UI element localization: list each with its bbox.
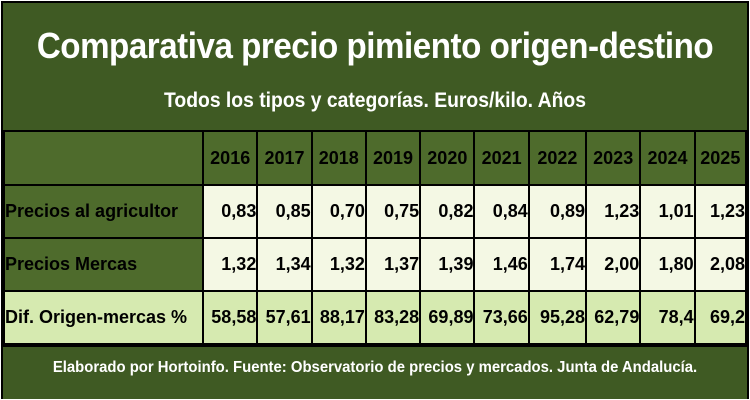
value-cell-2017: 1,34	[256, 237, 313, 292]
year-header-2023: 2023	[585, 130, 642, 186]
value-cell-2024: 1,80	[639, 237, 696, 292]
value-cell-2022: 1,74	[527, 237, 588, 292]
row-precios-mercas: Precios Mercas 1,32 1,34 1,32 1,37 1,39 1,46 1,…	[2, 237, 748, 292]
value-cell-2017: 0,85	[256, 184, 313, 239]
value-cell-2021: 73,66	[473, 290, 530, 345]
year-header-2017: 2017	[256, 130, 313, 186]
source-text: Elaborado por Hortoinfo. Fuente: Observa…	[52, 359, 698, 376]
value-cell-2021: 1,46	[473, 237, 530, 292]
table-title: Comparativa precio pimiento origen-desti…	[36, 25, 714, 66]
value-cell-2025: 2,08	[693, 237, 748, 292]
value-cell-2016: 0,83	[202, 184, 259, 239]
table-subtitle: Todos los tipos y categorías. Euros/kilo…	[164, 89, 586, 112]
value-cell-2025: 69,2	[693, 290, 748, 345]
value-cell-2020: 0,82	[419, 184, 476, 239]
source-footer: Elaborado por Hortoinfo. Fuente: Observa…	[3, 345, 747, 399]
value-cell-2019: 83,28	[364, 290, 422, 345]
value-cell-2022: 0,89	[527, 184, 588, 239]
value-cell-2020: 69,89	[419, 290, 476, 345]
value-cell-2019: 1,37	[364, 237, 422, 292]
year-header-2022: 2022	[527, 130, 588, 186]
year-header-2016: 2016	[202, 130, 259, 186]
value-cell-2020: 1,39	[419, 237, 476, 292]
year-header-2021: 2021	[473, 130, 530, 186]
value-cell-2019: 0,75	[364, 184, 422, 239]
row-label: Precios Mercas	[2, 237, 205, 292]
row-precios-agricultor: Precios al agricultor 0,83 0,85 0,70 0,75 0,8…	[2, 184, 748, 239]
value-cell-2017: 57,61	[256, 290, 313, 345]
value-cell-2021: 0,84	[473, 184, 530, 239]
row-dif-origen-mercas: Dif. Origen-mercas % 58,58 57,61 88,17 83,28…	[2, 290, 748, 345]
header-corner-cell	[2, 130, 205, 186]
row-label: Precios al agricultor	[2, 184, 205, 239]
year-header-2024: 2024	[639, 130, 696, 186]
value-cell-2016: 58,58	[202, 290, 259, 345]
year-header-2020: 2020	[419, 130, 476, 186]
year-header-2019: 2019	[364, 130, 422, 186]
value-cell-2023: 62,79	[585, 290, 642, 345]
value-cell-2022: 95,28	[527, 290, 588, 345]
header-row: 2016 2017 2018 2019 2020 2021 2022 2023 2024 2025	[2, 130, 748, 186]
value-cell-2023: 2,00	[585, 237, 642, 292]
value-cell-2016: 1,32	[202, 237, 259, 292]
value-cell-2024: 1,01	[639, 184, 696, 239]
year-header-2025: 2025	[693, 130, 748, 186]
value-cell-2018: 1,32	[310, 237, 367, 292]
value-cell-2018: 0,70	[310, 184, 367, 239]
value-cell-2023: 1,23	[585, 184, 642, 239]
value-cell-2024: 78,4	[639, 290, 696, 345]
price-table: 2016 2017 2018 2019 2020 2021 2022 2023 2024 2025…	[2, 130, 748, 345]
value-cell-2025: 1,23	[693, 184, 748, 239]
year-header-2018: 2018	[310, 130, 367, 186]
row-label: Dif. Origen-mercas %	[2, 290, 205, 345]
value-cell-2018: 88,17	[310, 290, 367, 345]
